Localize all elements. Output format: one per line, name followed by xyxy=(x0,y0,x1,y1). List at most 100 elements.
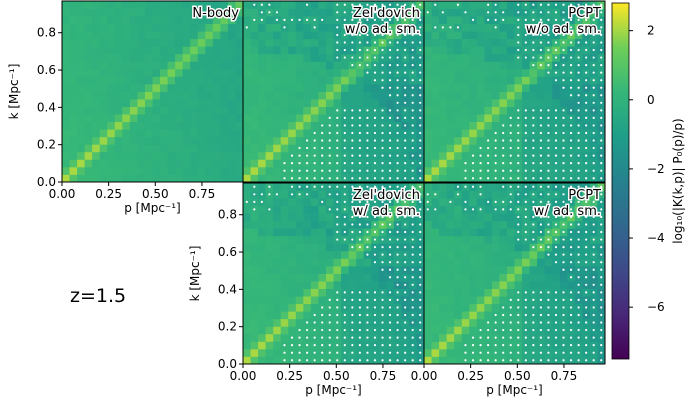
significance-dot xyxy=(388,26,392,29)
heatmap-cell xyxy=(506,228,515,237)
significance-dot xyxy=(313,154,316,157)
significance-dot xyxy=(585,291,588,294)
significance-dot xyxy=(358,306,361,309)
heatmap-cell xyxy=(476,258,485,267)
heatmap-cell xyxy=(160,114,168,123)
heatmap-cell xyxy=(476,23,485,32)
significance-dot xyxy=(585,11,588,14)
significance-dot xyxy=(539,223,543,226)
heatmap-cell xyxy=(129,46,138,55)
heatmap-cell xyxy=(137,91,146,100)
significance-dot xyxy=(547,26,550,29)
significance-dot xyxy=(373,11,377,14)
heatmap-cell xyxy=(220,151,229,160)
heatmap-cell xyxy=(258,318,267,327)
significance-dot xyxy=(569,253,573,256)
heatmap-cell xyxy=(84,151,93,160)
significance-dot xyxy=(532,215,535,219)
significance-dot xyxy=(419,169,422,172)
heatmap-cell xyxy=(424,183,432,191)
significance-dot xyxy=(592,3,595,6)
significance-dot xyxy=(600,169,603,172)
significance-dot xyxy=(381,246,384,249)
heatmap-cell xyxy=(424,174,432,183)
significance-dot xyxy=(306,3,309,6)
heatmap-cell xyxy=(114,61,123,70)
significance-dot xyxy=(351,162,354,165)
heatmap-cell xyxy=(484,76,493,85)
heatmap-cell xyxy=(303,106,312,115)
significance-dot xyxy=(539,328,543,332)
significance-dot xyxy=(388,208,392,211)
significance-dot xyxy=(411,154,414,157)
heatmap-cell xyxy=(243,288,251,297)
significance-dot xyxy=(328,193,331,196)
heatmap-cell xyxy=(220,99,229,107)
significance-dot xyxy=(517,56,520,59)
heatmap-cell xyxy=(92,16,101,25)
heatmap-cell xyxy=(424,348,432,357)
significance-dot xyxy=(562,351,565,354)
heatmap-cell xyxy=(190,114,199,123)
significance-dot xyxy=(479,328,482,332)
significance-dot xyxy=(585,351,588,354)
significance-dot xyxy=(539,336,543,339)
significance-dot xyxy=(313,359,316,362)
significance-dot xyxy=(373,162,377,165)
significance-dot xyxy=(313,185,316,188)
heatmap-cell xyxy=(303,205,312,214)
significance-dot xyxy=(441,11,444,14)
significance-dot xyxy=(547,109,550,112)
heatmap-cell xyxy=(446,16,455,25)
heatmap-cell xyxy=(499,68,508,77)
heatmap-cell xyxy=(461,76,470,85)
significance-dot xyxy=(539,193,543,196)
heatmap-cell xyxy=(250,38,259,47)
heatmap-cell xyxy=(469,296,478,305)
heatmap-cell xyxy=(235,159,244,168)
heatmap-cell xyxy=(303,121,312,130)
significance-dot xyxy=(502,124,505,127)
heatmap-cell xyxy=(446,190,455,199)
heatmap-cell xyxy=(205,1,214,9)
heatmap-cell xyxy=(325,228,334,237)
heatmap-cell xyxy=(499,76,508,85)
x-tick-label: 0.75 xyxy=(370,369,397,383)
significance-dot xyxy=(411,193,414,196)
heatmap-cell xyxy=(160,151,168,160)
heatmap-cell xyxy=(288,106,297,115)
heatmap-cell xyxy=(167,76,176,85)
significance-dot xyxy=(517,139,520,142)
significance-dot xyxy=(471,336,475,339)
heatmap-cell xyxy=(446,258,455,267)
significance-dot xyxy=(381,64,384,67)
heatmap-cell xyxy=(552,99,561,107)
significance-dot xyxy=(343,139,346,142)
y-tick-label: 0.0 xyxy=(37,175,56,189)
significance-dot xyxy=(373,154,377,157)
significance-dot xyxy=(419,79,422,82)
significance-dot xyxy=(592,246,595,249)
significance-dot xyxy=(381,351,384,354)
significance-dot xyxy=(569,261,573,264)
heatmap-cell xyxy=(114,136,123,145)
significance-dot xyxy=(569,313,573,317)
heatmap-cell xyxy=(205,91,214,100)
significance-dot xyxy=(381,33,384,37)
heatmap-cell xyxy=(280,53,289,62)
significance-dot xyxy=(479,177,482,180)
significance-dot xyxy=(554,223,558,226)
heatmap-cell xyxy=(167,91,176,100)
heatmap-cell xyxy=(469,318,478,327)
significance-dot xyxy=(502,146,505,150)
heatmap-cell xyxy=(205,46,214,55)
heatmap-cell xyxy=(265,273,274,282)
significance-dot xyxy=(283,169,286,172)
heatmap-cell xyxy=(446,348,455,357)
significance-dot xyxy=(381,11,384,14)
heatmap-cell xyxy=(250,174,259,183)
significance-dot xyxy=(479,359,482,362)
heatmap-cell xyxy=(506,243,515,252)
significance-dot xyxy=(554,109,558,112)
heatmap-cell xyxy=(258,296,267,305)
